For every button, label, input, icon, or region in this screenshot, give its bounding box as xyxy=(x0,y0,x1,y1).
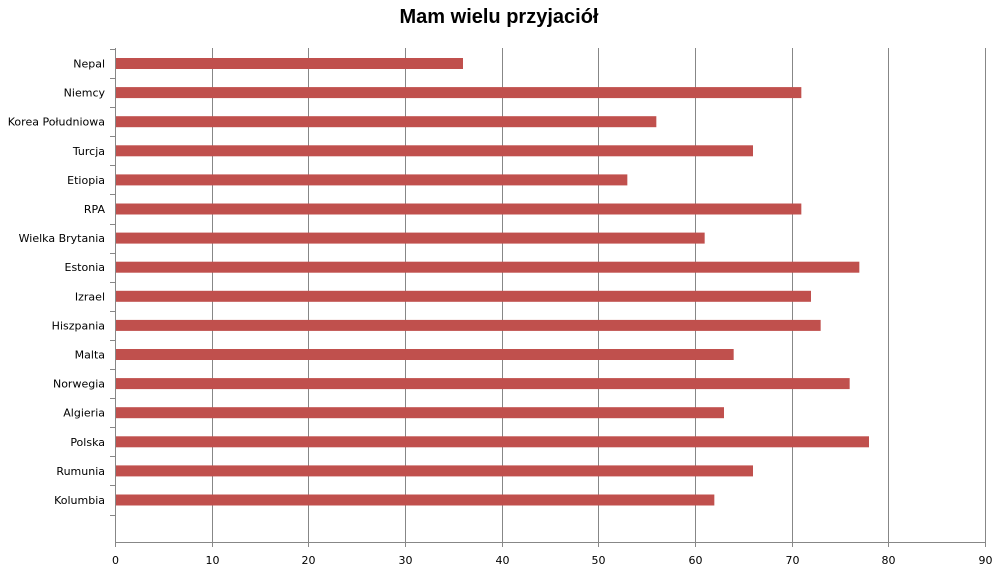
category-label-13: Polska xyxy=(70,436,105,449)
bar-8 xyxy=(116,290,811,302)
category-label-4: Etiopia xyxy=(67,174,105,187)
bar-3 xyxy=(116,145,753,157)
x-tick-label-20: 20 xyxy=(302,554,316,567)
x-tick-label-80: 80 xyxy=(882,554,896,567)
x-tick-label-50: 50 xyxy=(592,554,606,567)
category-label-1: Niemcy xyxy=(64,87,106,100)
category-label-12: Algieria xyxy=(63,407,105,420)
x-tick-label-30: 30 xyxy=(399,554,413,567)
bar-15 xyxy=(116,494,715,506)
category-label-7: Estonia xyxy=(65,261,106,274)
x-tick-label-10: 10 xyxy=(206,554,220,567)
bar-5 xyxy=(116,203,802,215)
bar-6 xyxy=(116,232,705,244)
bar-11 xyxy=(116,378,850,390)
bar-4 xyxy=(116,174,628,186)
x-tick-label-40: 40 xyxy=(496,554,510,567)
category-label-8: Izrael xyxy=(75,290,105,303)
bar-13 xyxy=(116,436,869,448)
chart-title: Mam wielu przyjaciół xyxy=(399,6,599,28)
category-label-5: RPA xyxy=(84,203,106,216)
category-label-0: Nepal xyxy=(73,58,105,71)
bar-1 xyxy=(116,87,802,99)
category-label-10: Malta xyxy=(75,349,105,362)
category-label-9: Hiszpania xyxy=(52,319,105,332)
category-label-6: Wielka Brytania xyxy=(19,232,105,245)
x-tick-label-60: 60 xyxy=(689,554,703,567)
bar-9 xyxy=(116,319,821,331)
bar-2 xyxy=(116,116,657,128)
category-label-11: Norwegia xyxy=(53,378,105,391)
bar-7 xyxy=(116,261,860,273)
bar-12 xyxy=(116,407,724,419)
x-tick-label-0: 0 xyxy=(112,554,119,567)
x-tick-label-90: 90 xyxy=(979,554,993,567)
category-label-14: Rumunia xyxy=(56,465,105,478)
bar-10 xyxy=(116,349,734,360)
category-label-15: Kolumbia xyxy=(54,494,105,507)
bar-0 xyxy=(116,58,463,69)
x-tick-label-70: 70 xyxy=(786,554,800,567)
bar-14 xyxy=(116,465,753,477)
category-label-2: Korea Południowa xyxy=(8,116,105,129)
category-label-3: Turcja xyxy=(72,145,105,158)
